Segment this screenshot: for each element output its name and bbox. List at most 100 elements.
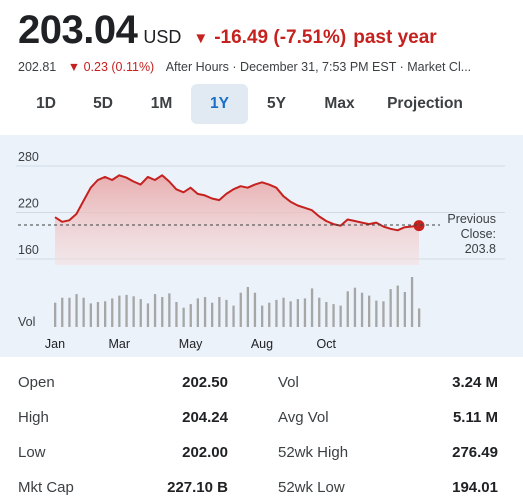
volume-bar bbox=[303, 298, 307, 327]
after-hours-change-value: 0.23 (0.11%) bbox=[83, 60, 155, 74]
currency-label: USD bbox=[143, 27, 182, 47]
volume-bar bbox=[318, 297, 321, 327]
stat-value: 204.24 bbox=[182, 409, 228, 426]
volume-bar bbox=[396, 285, 399, 327]
x-tick-label: May bbox=[179, 337, 203, 351]
volume-bar bbox=[239, 292, 242, 327]
stat-label: Low bbox=[18, 444, 46, 461]
stat-label: 52wk High bbox=[278, 444, 349, 461]
down-triangle-icon: ▼ bbox=[67, 60, 81, 74]
volume-bar bbox=[375, 300, 378, 327]
volume-bar bbox=[82, 297, 85, 327]
volume-bar bbox=[132, 296, 135, 327]
tab-1y[interactable]: 1Y bbox=[191, 84, 248, 124]
stat-value: 202.00 bbox=[182, 444, 228, 461]
stat-row: High 204.24 Avg Vol 5.11 M bbox=[18, 400, 498, 435]
x-tick-label: Jan bbox=[45, 337, 65, 351]
volume-bar bbox=[54, 302, 57, 327]
volume-bar bbox=[389, 289, 392, 327]
y-tick-label: 220 bbox=[18, 197, 39, 211]
volume-bar bbox=[196, 298, 199, 327]
volume-bar bbox=[161, 297, 164, 327]
price-change: ▼ -16.49 (-7.51%) bbox=[193, 27, 346, 49]
volume-bar bbox=[339, 305, 342, 327]
volume-bar bbox=[353, 287, 357, 327]
volume-bar bbox=[410, 277, 414, 327]
volume-bar bbox=[418, 308, 421, 327]
tab-1m[interactable]: 1M bbox=[150, 95, 173, 112]
after-hours-label: After Hours · December 31, 7:53 PM EST ·… bbox=[165, 60, 472, 74]
after-hours-row: 202.81 ▼ 0.23 (0.11%) After Hours · Dece… bbox=[18, 60, 518, 74]
volume-bar bbox=[139, 299, 142, 327]
current-price: 203.04 bbox=[18, 8, 138, 52]
volume-bar bbox=[282, 297, 285, 327]
chart-panel: 280 220 160 Previous Close: 203.8 Vol Jan Mar May… bbox=[0, 135, 523, 357]
volume-bar bbox=[225, 299, 228, 327]
stat-label: Open bbox=[18, 374, 55, 391]
x-tick-label: Mar bbox=[108, 337, 130, 351]
volume-bar bbox=[289, 301, 292, 327]
volume-bar bbox=[175, 302, 178, 327]
volume-bar bbox=[111, 298, 114, 327]
tab-max[interactable]: Max bbox=[324, 95, 355, 112]
volume-bar bbox=[104, 301, 107, 327]
previous-close-label: Previous bbox=[447, 212, 496, 226]
volume-bar bbox=[89, 303, 92, 327]
price-header: 203.04 USD ▼ -16.49 (-7.51%) past year bbox=[18, 8, 437, 54]
volume-bar bbox=[168, 293, 171, 327]
stat-value: 202.50 bbox=[182, 374, 228, 391]
volume-bar bbox=[211, 302, 214, 327]
volume-bar bbox=[275, 299, 278, 327]
volume-bar bbox=[296, 299, 299, 327]
stat-label: Avg Vol bbox=[278, 409, 329, 426]
stat-value: 194.01 bbox=[452, 479, 498, 496]
volume-bar bbox=[332, 304, 335, 327]
stat-row: Open 202.50 Vol 3.24 M bbox=[18, 365, 498, 400]
volume-bar bbox=[96, 302, 100, 327]
volume-bar bbox=[403, 292, 406, 327]
volume-bar bbox=[261, 305, 264, 327]
x-tick-label: Aug bbox=[251, 337, 273, 351]
volume-bar bbox=[68, 297, 71, 327]
volume-bar bbox=[232, 305, 235, 327]
tab-1d[interactable]: 1D bbox=[36, 95, 56, 112]
stat-label: Mkt Cap bbox=[18, 479, 74, 496]
volume-bar bbox=[310, 288, 314, 327]
volume-bar bbox=[118, 295, 121, 327]
volume-bar bbox=[182, 307, 185, 327]
after-hours-change: ▼ 0.23 (0.11%) bbox=[68, 60, 155, 74]
tab-projection[interactable]: Projection bbox=[387, 95, 463, 112]
volume-bar bbox=[75, 294, 78, 327]
range-tabs: 1D 5D 1M 1Y 5Y Max Projection bbox=[18, 84, 476, 124]
stat-value: 276.49 bbox=[452, 444, 498, 461]
last-price-dot bbox=[413, 220, 425, 232]
stat-row: Low 202.00 52wk High 276.49 bbox=[18, 435, 498, 470]
y-tick-label: 280 bbox=[18, 150, 39, 164]
volume-bar bbox=[189, 304, 192, 327]
price-line bbox=[54, 174, 420, 232]
change-period: past year bbox=[353, 27, 437, 48]
volume-bar bbox=[253, 292, 257, 327]
tab-5d[interactable]: 5D bbox=[93, 95, 113, 112]
volume-label: Vol bbox=[18, 315, 35, 329]
volume-bar bbox=[360, 292, 364, 327]
volume-bar bbox=[61, 297, 64, 327]
volume-bar bbox=[325, 302, 328, 327]
after-hours-price: 202.81 bbox=[18, 60, 57, 74]
volume-bar bbox=[125, 294, 128, 327]
tab-5y[interactable]: 5Y bbox=[267, 95, 286, 112]
x-tick-label: Oct bbox=[316, 337, 336, 351]
volume-bar bbox=[268, 302, 271, 327]
y-tick-label: 160 bbox=[18, 243, 39, 257]
volume-bar bbox=[368, 295, 371, 327]
stat-label: 52wk Low bbox=[278, 479, 345, 496]
previous-close-label: Close: bbox=[461, 227, 496, 241]
stat-label: Vol bbox=[278, 374, 299, 391]
stat-label: High bbox=[18, 409, 49, 426]
stat-value: 3.24 M bbox=[452, 374, 498, 391]
stat-row: Mkt Cap 227.10 B 52wk Low 194.01 bbox=[18, 470, 498, 498]
stats-table: Open 202.50 Vol 3.24 M High 204.24 Avg V… bbox=[18, 365, 498, 498]
volume-bar bbox=[218, 297, 221, 327]
stat-value: 227.10 B bbox=[167, 479, 228, 496]
